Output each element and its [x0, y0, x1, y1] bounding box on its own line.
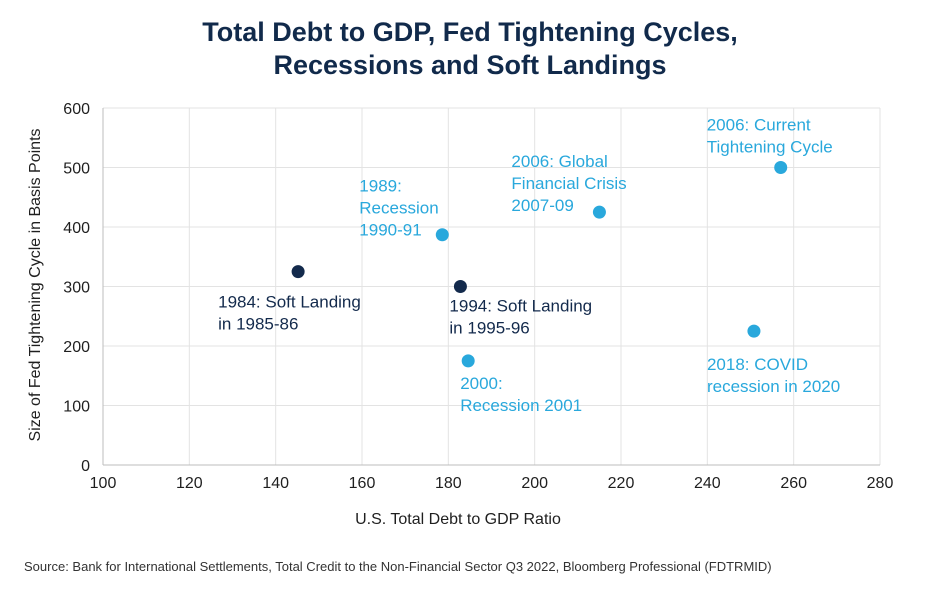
point-annotation-line: 1990-91: [359, 221, 421, 240]
chart-title-line-1: Total Debt to GDP, Fed Tightening Cycles…: [202, 17, 738, 47]
y-axis-title: Size of Fed Tightening Cycle in Basis Po…: [27, 128, 44, 441]
point-annotation: 2006: Current Tightening Cycle: [707, 116, 833, 157]
y-tick-label: 100: [63, 399, 90, 416]
chart-title: Total Debt to GDP, Fed Tightening Cycles…: [0, 16, 940, 82]
x-tick-labels: 100 120 140 160 180 200 220 240 260 280: [90, 475, 894, 492]
y-tick-labels: 0 100 200 300 400 500 600: [63, 101, 90, 475]
point-annotation: 1984: Soft Landing in 1985-86: [218, 293, 361, 334]
chart-title-line-2: Recessions and Soft Landings: [273, 50, 667, 80]
y-tick-label: 300: [63, 280, 90, 297]
point-annotation: 2006: Global Financial Crisis 2007-09: [511, 152, 626, 215]
x-tick-label: 100: [90, 475, 117, 492]
x-tick-label: 180: [435, 475, 462, 492]
point-annotation-line: in 1985-86: [218, 315, 298, 334]
point-annotation-line: Recession: [359, 199, 438, 218]
point-annotation-line: 1984: Soft Landing: [218, 293, 361, 312]
x-tick-label: 260: [780, 475, 807, 492]
point-annotation: 2018: COVID recession in 2020: [707, 355, 840, 396]
data-point-recession: [747, 324, 761, 338]
x-tick-label: 160: [349, 475, 376, 492]
point-annotation-line: 1989:: [359, 177, 402, 196]
x-tick-label: 240: [694, 475, 721, 492]
point-annotation-line: 2006: Global: [511, 152, 607, 171]
point-annotation-line: 2006: Current: [707, 116, 811, 135]
source-note: Source: Bank for International Settlemen…: [24, 559, 772, 574]
y-tick-label: 400: [63, 220, 90, 237]
data-point-recession: [592, 205, 606, 219]
x-tick-label: 280: [867, 475, 894, 492]
point-annotation-line: Recession 2001: [460, 396, 582, 415]
x-tick-label: 120: [176, 475, 203, 492]
point-annotation-line: 2007-09: [511, 196, 573, 215]
point-annotation-line: Tightening Cycle: [707, 138, 833, 157]
data-points: [291, 161, 788, 368]
x-tick-label: 220: [608, 475, 635, 492]
point-annotations: 1984: Soft Landing in 1985-86 1994: Soft L…: [218, 116, 840, 415]
point-annotation-line: Financial Crisis: [511, 174, 626, 193]
data-point-soft-landing: [291, 265, 305, 279]
y-tick-label: 500: [63, 161, 90, 178]
point-annotation: 1994: Soft Landing in 1995-96: [449, 297, 592, 338]
y-tick-label: 0: [81, 458, 90, 475]
y-tick-label: 600: [63, 101, 90, 118]
point-annotation-line: recession in 2020: [707, 377, 840, 396]
point-annotation-line: 2000:: [460, 374, 503, 393]
data-point-soft-landing: [453, 280, 467, 293]
x-tick-label: 200: [521, 475, 548, 492]
axes: [102, 108, 880, 466]
y-tick-label: 200: [63, 339, 90, 356]
point-annotation-line: 2018: COVID: [707, 355, 808, 374]
data-point-recession: [435, 228, 449, 242]
point-annotation-line: in 1995-96: [449, 319, 529, 338]
point-annotation: 2000: Recession 2001: [460, 374, 582, 415]
grid-lines: [103, 107, 881, 465]
x-axis-title: U.S. Total Debt to GDP Ratio: [355, 511, 561, 528]
x-tick-label: 140: [262, 475, 289, 492]
data-point-recession: [461, 354, 475, 368]
point-annotation-line: 1994: Soft Landing: [449, 297, 592, 316]
point-annotation: 1989: Recession 1990-91: [359, 177, 438, 240]
data-point-recession: [774, 161, 788, 174]
